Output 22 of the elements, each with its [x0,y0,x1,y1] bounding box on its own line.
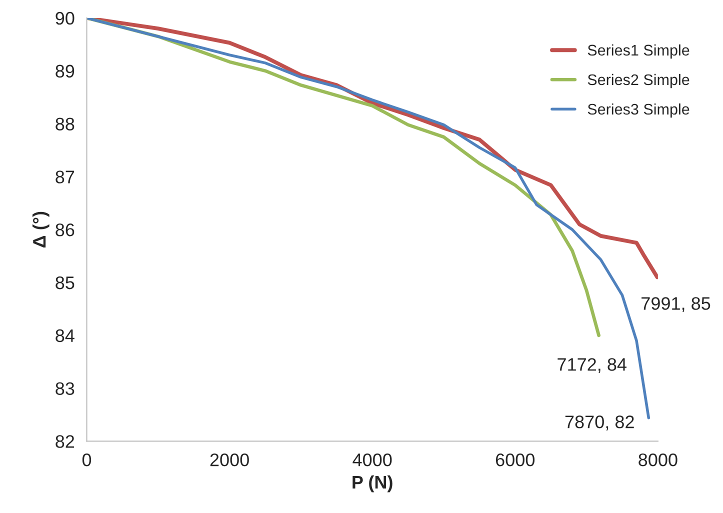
x-tick-label: 8000 [638,453,678,466]
legend-label: Series2 Simple [588,74,690,88]
y-tick-label: 83 [56,382,74,395]
y-tick-label: 89 [56,64,74,78]
y-tick-label: 86 [56,224,74,236]
legend-label: Series1 Simple [588,44,690,59]
annotation: 7870, 82 [565,416,634,430]
y-tick-label: 82 [56,435,74,448]
x-tick-label: 6000 [496,453,535,466]
y-axis-title: Δ (°) [32,212,50,248]
y-tick-label: 88 [56,118,74,130]
legend-label: Series3 Simple [588,103,690,118]
y-tick-label: 84 [56,329,74,342]
y-tick-label: 87 [56,170,74,184]
y-tick-label: 90 [56,12,74,25]
y-tick-label: 85 [56,276,74,290]
x-axis-title: P (N) [352,475,392,492]
x-tick-label: 4000 [352,453,392,466]
annotation: 7172, 84 [558,358,626,373]
annotation: 7991, 85 [642,297,710,312]
x-tick-label: 0 [82,453,92,466]
x-tick-label: 2000 [210,453,249,466]
